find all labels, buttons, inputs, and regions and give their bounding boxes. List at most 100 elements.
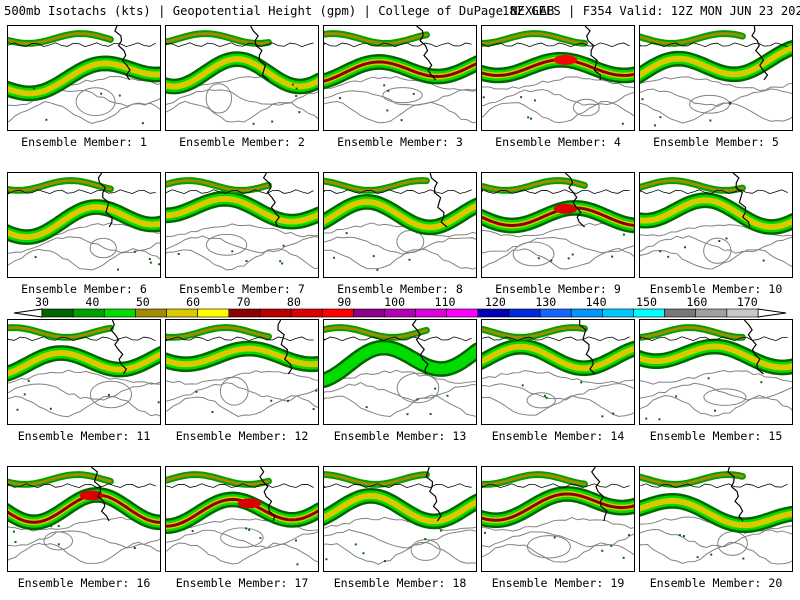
isotach-speck (684, 246, 686, 249)
isotach-band (640, 45, 792, 79)
ensemble-member-label: Ensemble Member: 7 (179, 282, 305, 296)
isotach-band-north (640, 32, 744, 45)
map-svg (166, 26, 318, 125)
scale-swatch (384, 308, 416, 318)
isotach-speck (416, 398, 419, 401)
height-contour-closed (526, 535, 571, 559)
isotach-speck (14, 540, 17, 543)
height-contour (482, 370, 634, 384)
isotach-speck (211, 410, 214, 413)
isotach-speck (729, 102, 732, 105)
isotach-speck (400, 119, 403, 122)
coastline (584, 26, 601, 80)
height-contour (482, 395, 634, 417)
ensemble-member-label: Ensemble Member: 12 (175, 429, 309, 443)
coastline (425, 467, 442, 522)
height-contour (640, 76, 792, 91)
isotach-speck (537, 257, 540, 260)
map-svg (8, 26, 160, 125)
ensemble-member-label: Ensemble Member: 19 (491, 576, 625, 590)
ensemble-panel-map (165, 172, 319, 278)
height-contour-closed (219, 376, 249, 406)
isotach-speck (440, 529, 443, 532)
isotach-band (166, 56, 318, 90)
scale-swatch (352, 308, 385, 318)
border-line (8, 483, 156, 489)
header-run-info: 18Z GEFS | F354 Valid: 12Z MON JUN 23 20… (502, 4, 800, 18)
isotach-band-north (324, 473, 428, 486)
isotach-speck (345, 232, 348, 235)
height-contour (482, 383, 634, 401)
scale-tick-label: 120 (484, 295, 506, 309)
isotach-speck (621, 122, 624, 125)
map-svg (324, 467, 476, 565)
ensemble-panel-map (639, 25, 793, 131)
isotach-speck (580, 381, 583, 384)
height-contour (8, 382, 160, 401)
ensemble-panel-map (481, 319, 635, 425)
map-svg (482, 467, 634, 563)
map-svg (8, 467, 160, 564)
isotach-speck (376, 268, 379, 271)
isotach-speck (412, 92, 415, 95)
isotach-band (324, 60, 476, 83)
scale-swatch (726, 308, 759, 318)
scale-swatch (477, 308, 510, 318)
ensemble-member-label: Ensemble Member: 14 (491, 429, 625, 443)
coastline (110, 320, 128, 375)
height-contour (482, 247, 634, 270)
border-line (482, 42, 630, 48)
scale-swatch (633, 308, 665, 318)
height-contour (166, 89, 318, 106)
isotach-speck (622, 233, 625, 236)
jet-max-core (553, 55, 578, 65)
isotach-speck (567, 257, 570, 260)
ensemble-member-label: Ensemble Member: 20 (649, 576, 783, 590)
scale-tick-label: 170 (736, 295, 758, 309)
isotach-band (324, 198, 476, 231)
isotach-speck (645, 417, 648, 420)
isotach-speck (287, 399, 289, 402)
isotach-speck (312, 408, 315, 411)
isotach-speck (259, 537, 262, 540)
coastline (564, 173, 585, 228)
isotach-speck (744, 531, 747, 534)
isotach-speck (270, 399, 273, 402)
isotach-speck (116, 268, 119, 271)
height-contour-closed (89, 237, 117, 259)
isotach-band-north (8, 326, 112, 339)
map-svg (640, 320, 792, 421)
header-title: 500mb Isotachs (kts) | Geopotential Heig… (4, 4, 555, 18)
scale-swatch (570, 308, 603, 318)
isotach-speck (718, 240, 721, 242)
isotach-speck (611, 255, 614, 258)
scale-swatch (135, 308, 167, 318)
border-line (324, 189, 472, 194)
scale-swatch (508, 308, 541, 318)
scale-swatch (41, 308, 74, 318)
ensemble-member-label: Ensemble Member: 18 (333, 576, 467, 590)
scale-tick-label: 90 (337, 295, 352, 309)
scale-swatch (664, 308, 697, 318)
isotach-speck (279, 260, 282, 263)
isotach-speck (544, 394, 547, 397)
coastline (259, 467, 276, 522)
map-svg (482, 26, 634, 125)
isotach-speck (23, 393, 26, 396)
isotach-speck (406, 413, 409, 416)
height-contour (482, 100, 634, 124)
border-line (166, 42, 314, 48)
height-contour-closed (526, 392, 556, 409)
ensemble-panel-map (639, 466, 793, 572)
isotach-speck (149, 261, 152, 264)
map-svg (482, 173, 634, 270)
border-line (166, 189, 314, 195)
isotach-speck (57, 90, 59, 93)
coastline (732, 173, 751, 228)
isotach-speck (50, 525, 53, 528)
scale-swatch (197, 308, 230, 318)
map-svg (324, 320, 476, 417)
isotach-band-north (166, 32, 270, 45)
ensemble-panel-map (323, 172, 477, 278)
height-contour (324, 101, 476, 124)
